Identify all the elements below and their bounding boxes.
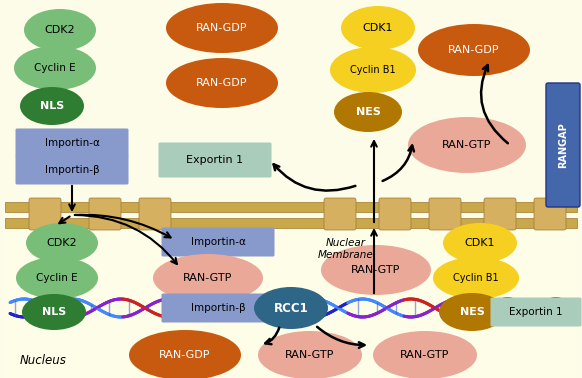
Text: Importin-β: Importin-β [191, 303, 245, 313]
Ellipse shape [24, 9, 96, 51]
Text: Exportin 1: Exportin 1 [186, 155, 243, 165]
Text: RAN-GDP: RAN-GDP [448, 45, 500, 55]
Ellipse shape [129, 330, 241, 378]
Bar [5, 202, 577, 212]
Ellipse shape [258, 331, 362, 378]
Ellipse shape [439, 293, 505, 331]
Ellipse shape [22, 294, 86, 330]
Text: CDK1: CDK1 [465, 238, 495, 248]
Text: Cyclin E: Cyclin E [34, 63, 76, 73]
Text: CDK1: CDK1 [363, 23, 393, 33]
Text: Nuclear
Membrane: Nuclear Membrane [318, 238, 374, 260]
Text: RAN-GTP: RAN-GTP [285, 350, 335, 360]
Ellipse shape [418, 24, 530, 76]
Ellipse shape [166, 58, 278, 108]
Text: RAN-GDP: RAN-GDP [196, 78, 248, 88]
Text: RANGAP: RANGAP [558, 122, 568, 168]
Text: Cyclin B1: Cyclin B1 [453, 273, 499, 283]
FancyBboxPatch shape [161, 293, 275, 322]
Ellipse shape [334, 92, 402, 132]
FancyBboxPatch shape [16, 129, 129, 158]
Text: CDK2: CDK2 [47, 238, 77, 248]
FancyBboxPatch shape [534, 198, 566, 230]
Text: Importin-α: Importin-α [190, 237, 246, 247]
Text: Exportin 1: Exportin 1 [509, 307, 563, 317]
Text: Importin-β: Importin-β [45, 165, 100, 175]
Ellipse shape [321, 245, 431, 295]
Ellipse shape [16, 257, 98, 299]
FancyBboxPatch shape [16, 155, 129, 184]
FancyBboxPatch shape [89, 198, 121, 230]
Bar [5, 218, 577, 228]
Ellipse shape [433, 257, 519, 299]
FancyBboxPatch shape [158, 143, 271, 178]
Text: NES: NES [460, 307, 484, 317]
FancyBboxPatch shape [546, 83, 580, 207]
Ellipse shape [443, 223, 517, 263]
Ellipse shape [14, 46, 96, 90]
FancyBboxPatch shape [379, 198, 411, 230]
Text: Cyclin E: Cyclin E [36, 273, 78, 283]
Bar [5, 228, 577, 378]
FancyBboxPatch shape [324, 198, 356, 230]
Ellipse shape [373, 331, 477, 378]
Text: Nucleus: Nucleus [20, 353, 67, 367]
Text: RAN-GTP: RAN-GTP [400, 350, 450, 360]
Text: Importin-α: Importin-α [45, 138, 100, 148]
Text: CDK2: CDK2 [45, 25, 75, 35]
Text: RAN-GTP: RAN-GTP [183, 273, 233, 283]
Text: RAN-GTP: RAN-GTP [352, 265, 400, 275]
Ellipse shape [166, 3, 278, 53]
FancyBboxPatch shape [161, 228, 275, 257]
Text: NES: NES [356, 107, 381, 117]
Text: NLS: NLS [42, 307, 66, 317]
Text: RAN-GDP: RAN-GDP [159, 350, 211, 360]
Ellipse shape [254, 287, 328, 329]
FancyBboxPatch shape [29, 198, 61, 230]
Ellipse shape [408, 117, 526, 173]
FancyBboxPatch shape [484, 198, 516, 230]
Ellipse shape [20, 87, 84, 125]
FancyBboxPatch shape [491, 297, 581, 327]
Text: RAN-GDP: RAN-GDP [196, 23, 248, 33]
Text: NLS: NLS [40, 101, 64, 111]
Ellipse shape [26, 223, 98, 263]
Text: RCC1: RCC1 [274, 302, 308, 314]
Ellipse shape [341, 6, 415, 50]
FancyBboxPatch shape [139, 198, 171, 230]
Text: RAN-GTP: RAN-GTP [442, 140, 492, 150]
FancyBboxPatch shape [429, 198, 461, 230]
Ellipse shape [330, 47, 416, 93]
Text: Cyclin B1: Cyclin B1 [350, 65, 396, 75]
Ellipse shape [153, 254, 263, 302]
